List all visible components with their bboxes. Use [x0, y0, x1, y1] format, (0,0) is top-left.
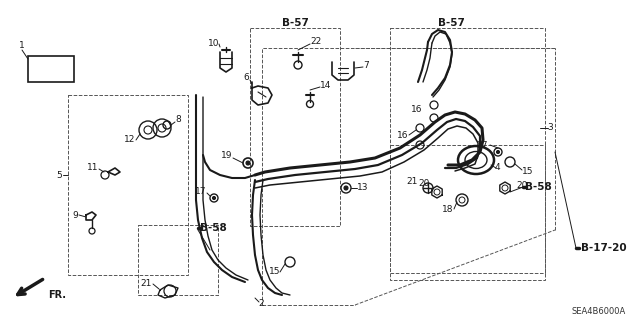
Text: 22: 22 [310, 38, 321, 47]
Text: 11: 11 [86, 164, 98, 173]
Text: 21: 21 [406, 177, 418, 187]
Text: B-57: B-57 [438, 18, 465, 28]
Text: 9: 9 [72, 211, 78, 219]
Text: 12: 12 [124, 136, 135, 145]
Circle shape [246, 161, 250, 165]
Text: B-58: B-58 [200, 223, 227, 233]
Text: 1: 1 [19, 41, 25, 50]
Text: 18: 18 [442, 205, 453, 214]
Text: 15: 15 [522, 167, 534, 176]
Text: 6: 6 [243, 73, 249, 83]
Text: 10: 10 [207, 39, 219, 48]
Text: FR.: FR. [48, 290, 66, 300]
Bar [28, 56, 74, 82]
Bar [138, 225, 218, 295]
Text: 14: 14 [320, 80, 332, 90]
Text: B-58: B-58 [525, 182, 552, 192]
Text: 7: 7 [363, 61, 369, 70]
Text: SEA4B6000A: SEA4B6000A [572, 308, 627, 316]
Text: 4: 4 [495, 164, 500, 173]
Text: 15: 15 [269, 268, 280, 277]
Text: B-17-20: B-17-20 [581, 243, 627, 253]
Text: 2: 2 [258, 299, 264, 308]
Text: 21: 21 [141, 278, 152, 287]
Text: 13: 13 [357, 183, 369, 192]
Text: 16: 16 [410, 106, 422, 115]
Circle shape [212, 197, 216, 199]
Text: 5: 5 [56, 170, 62, 180]
Text: 8: 8 [175, 115, 180, 124]
Circle shape [344, 186, 348, 190]
Text: 20: 20 [419, 179, 430, 188]
Text: 19: 19 [221, 151, 232, 160]
Circle shape [497, 151, 499, 153]
Bar [68, 95, 188, 275]
Bar [390, 145, 545, 280]
Text: 17: 17 [195, 188, 206, 197]
Text: 17: 17 [477, 140, 488, 150]
Text: 16: 16 [397, 130, 408, 139]
Text: 3: 3 [547, 123, 553, 132]
Text: 20: 20 [516, 181, 527, 189]
Bar [390, 28, 545, 273]
Text: B-57: B-57 [282, 18, 308, 28]
Bar [250, 28, 340, 226]
